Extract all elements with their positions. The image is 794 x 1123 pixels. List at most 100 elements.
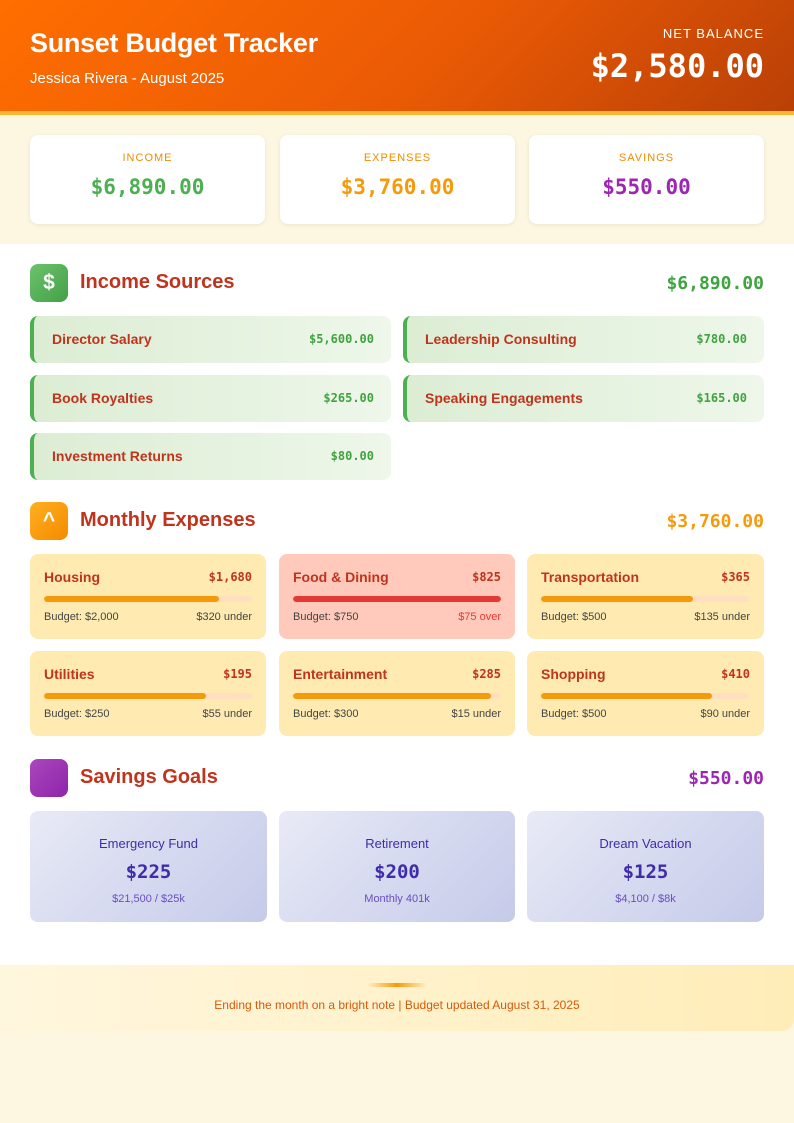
dollar-icon: $: [30, 264, 68, 302]
expense-budget: Budget: $500: [541, 611, 607, 623]
income-item-value: $780.00: [696, 332, 747, 346]
income-item-value: $80.00: [330, 449, 374, 463]
savings-goal-card: Retirement $200 Monthly 401k: [279, 811, 515, 922]
footer-divider: [367, 983, 427, 987]
expense-progress-track: [44, 693, 252, 699]
savings-goal-value: $125: [622, 861, 669, 883]
income-item: Speaking Engagements $165.00: [403, 375, 764, 422]
savings-goal-detail: Monthly 401k: [364, 893, 430, 905]
expense-card: Food & Dining $825 Budget: $750 $75 over: [279, 554, 515, 639]
summary-card-expenses: EXPENSES $3,760.00: [280, 135, 515, 224]
summary-value: $6,890.00: [90, 175, 205, 199]
expense-value: $410: [721, 667, 750, 681]
income-section-title: Income Sources: [80, 271, 235, 293]
expense-budget: Budget: $300: [293, 708, 359, 720]
page-subtitle: Jessica Rivera - August 2025: [30, 70, 225, 87]
savings-goal-detail: $4,100 / $8k: [615, 893, 676, 905]
footer-text: Ending the month on a bright note | Budg…: [214, 998, 580, 1012]
expense-name: Entertainment: [293, 666, 388, 682]
expense-status: $320 under: [196, 611, 252, 623]
expense-status: $75 over: [458, 611, 501, 623]
page-footer: Ending the month on a bright note | Budg…: [0, 965, 794, 1031]
expense-budget: Budget: $750: [293, 611, 359, 623]
expense-name: Food & Dining: [293, 569, 389, 585]
summary-label: EXPENSES: [363, 152, 432, 164]
summary-label: SAVINGS: [618, 152, 675, 164]
expense-value: $195: [223, 667, 252, 681]
expense-card: Housing $1,680 Budget: $2,000 $320 under: [30, 554, 266, 639]
net-balance-value: $2,580.00: [590, 47, 764, 85]
savings-section-title: Savings Goals: [80, 766, 218, 788]
expense-value: $1,680: [208, 570, 252, 584]
expense-progress-fill: [44, 596, 219, 602]
income-item-name: Director Salary: [52, 331, 152, 347]
expense-progress-fill: [541, 693, 712, 699]
income-item: Director Salary $5,600.00: [30, 316, 391, 363]
income-item: Book Royalties $265.00: [30, 375, 391, 422]
savings-goal-card: Emergency Fund $225 $21,500 / $25k: [30, 811, 267, 922]
savings-goal-name: Retirement: [365, 836, 429, 851]
caret-up-icon: ^: [30, 502, 68, 540]
income-item-value: $265.00: [323, 391, 374, 405]
expense-budget: Budget: $2,000: [44, 611, 119, 623]
income-item-name: Speaking Engagements: [425, 390, 583, 406]
expense-name: Transportation: [541, 569, 640, 585]
income-item: Investment Returns $80.00: [30, 433, 391, 480]
expense-status: $135 under: [694, 611, 750, 623]
expense-progress-track: [44, 596, 252, 602]
expense-progress-fill: [293, 596, 501, 602]
summary-card-income: INCOME $6,890.00: [30, 135, 265, 224]
expense-value: $825: [472, 570, 501, 584]
summary-value: $550.00: [602, 175, 691, 199]
expense-status: $15 under: [451, 708, 501, 720]
savings-section-header: Savings Goals $550.00: [30, 759, 764, 797]
expense-progress-fill: [541, 596, 693, 602]
main-content: $ Income Sources $6,890.00 Director Sala…: [0, 244, 794, 965]
expense-name: Housing: [44, 569, 100, 585]
expense-budget: Budget: $500: [541, 708, 607, 720]
expenses-section-total: $3,760.00: [666, 511, 764, 532]
expenses-section-header: ^ Monthly Expenses $3,760.00: [30, 502, 764, 540]
summary-card-savings: SAVINGS $550.00: [529, 135, 764, 224]
expense-budget: Budget: $250: [44, 708, 110, 720]
expense-progress-track: [541, 596, 749, 602]
income-item: Leadership Consulting $780.00: [403, 316, 764, 363]
expense-value: $285: [472, 667, 501, 681]
expense-name: Shopping: [541, 666, 606, 682]
savings-section-total: $550.00: [688, 768, 764, 789]
expense-progress-track: [293, 596, 501, 602]
expense-card: Entertainment $285 Budget: $300 $15 unde…: [279, 651, 515, 736]
income-item-value: $5,600.00: [308, 332, 374, 346]
income-section-total: $6,890.00: [666, 273, 764, 294]
savings-goal-name: Emergency Fund: [99, 836, 198, 851]
expense-progress-fill: [44, 693, 207, 699]
page-title: Sunset Budget Tracker: [30, 28, 318, 58]
savings-goal-detail: $21,500 / $25k: [112, 893, 185, 905]
expense-card: Transportation $365 Budget: $500 $135 un…: [527, 554, 764, 639]
expense-progress-fill: [293, 693, 491, 699]
income-item-name: Investment Returns: [52, 448, 183, 464]
expense-value: $365: [721, 570, 750, 584]
expenses-section-title: Monthly Expenses: [80, 509, 256, 531]
page-header: Sunset Budget Tracker Jessica Rivera - A…: [0, 0, 794, 115]
income-item-name: Leadership Consulting: [425, 331, 577, 347]
savings-goal-value: $200: [374, 861, 420, 883]
savings-square-icon: [30, 759, 68, 797]
expense-status: $55 under: [202, 708, 252, 720]
savings-goal-name: Dream Vacation: [599, 836, 692, 851]
summary-label: INCOME: [122, 152, 173, 164]
net-balance-label: NET BALANCE: [662, 26, 764, 41]
savings-goal-value: $225: [125, 861, 172, 883]
expense-progress-track: [293, 693, 501, 699]
expense-card: Shopping $410 Budget: $500 $90 under: [527, 651, 764, 736]
income-section-header: $ Income Sources $6,890.00: [30, 264, 764, 302]
expense-progress-track: [541, 693, 749, 699]
expense-name: Utilities: [44, 666, 95, 682]
income-item-name: Book Royalties: [52, 390, 154, 406]
expense-card: Utilities $195 Budget: $250 $55 under: [30, 651, 266, 736]
income-item-value: $165.00: [696, 391, 747, 405]
expense-status: $90 under: [700, 708, 750, 720]
summary-value: $3,760.00: [340, 175, 455, 199]
savings-goal-card: Dream Vacation $125 $4,100 / $8k: [527, 811, 764, 922]
summary-band: INCOME $6,890.00 EXPENSES $3,760.00 SAVI…: [0, 115, 794, 244]
